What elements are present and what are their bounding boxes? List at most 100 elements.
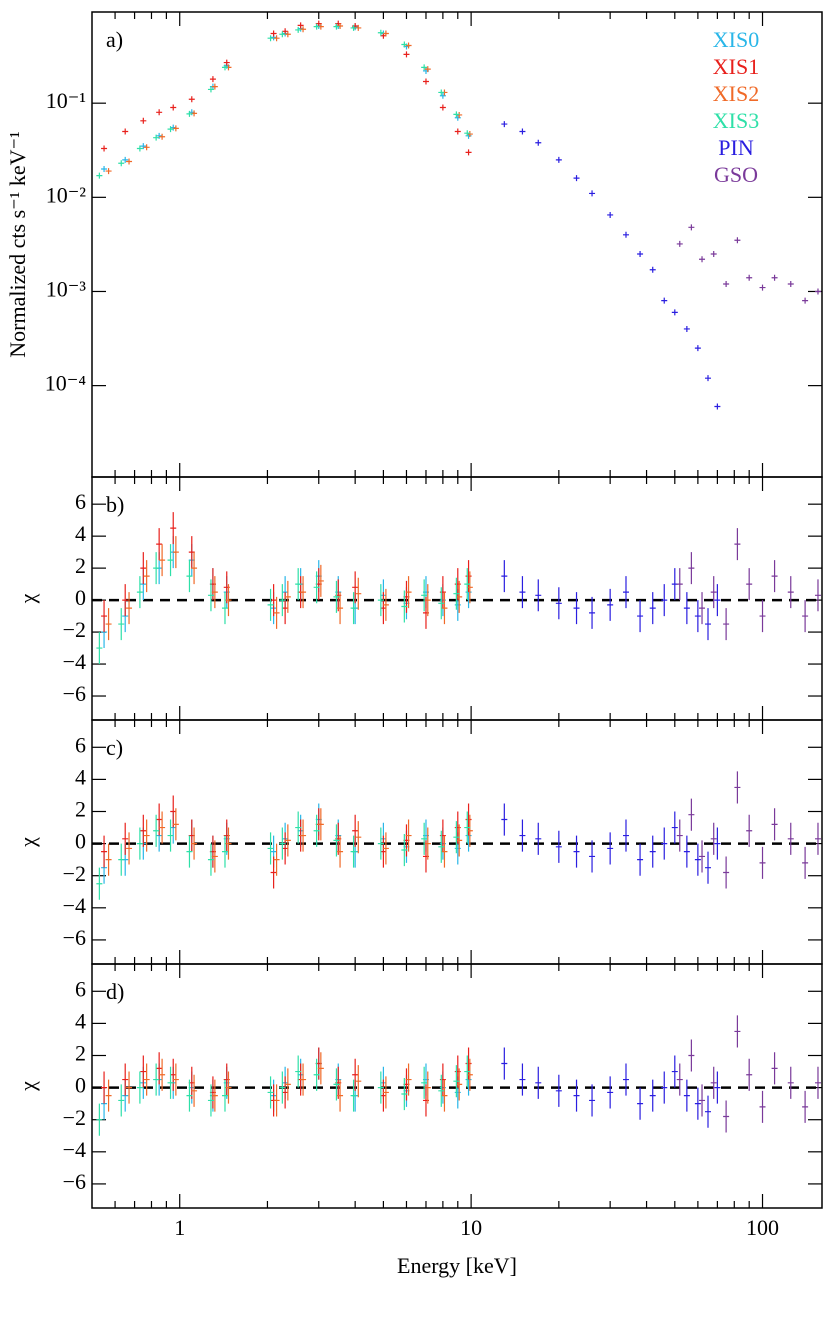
- residual-point: [382, 588, 389, 621]
- residual-point: [317, 808, 324, 841]
- data-point: [401, 41, 408, 48]
- data-point: [622, 231, 629, 238]
- residual-point: [771, 560, 778, 593]
- data-point: [683, 325, 690, 332]
- residual-point: [122, 584, 129, 617]
- residual-point: [787, 576, 794, 609]
- y-tick-label: −6: [63, 1169, 86, 1194]
- y-axis-label: χ: [15, 837, 40, 848]
- residual-point: [211, 840, 218, 873]
- residual-point: [279, 827, 286, 860]
- y-tick-label: 10⁻⁴: [45, 371, 87, 396]
- data-point: [101, 145, 108, 152]
- residual-point: [355, 821, 362, 854]
- residual-point: [649, 1079, 656, 1112]
- residual-point: [355, 1065, 362, 1098]
- y-tick-label: 2: [75, 553, 86, 578]
- residual-point: [519, 576, 526, 609]
- residual-point: [313, 571, 320, 604]
- residual-point: [676, 819, 683, 852]
- residual-point: [101, 835, 108, 868]
- residual-point: [170, 512, 177, 545]
- residual-point: [282, 1076, 289, 1109]
- panel-frame: [91, 963, 823, 1209]
- residual-point: [352, 814, 359, 847]
- residual-point: [438, 830, 445, 863]
- residual-point: [649, 835, 656, 868]
- y-tick-label: 6: [75, 489, 86, 514]
- data-point: [126, 158, 133, 165]
- data-point: [421, 64, 428, 71]
- residual-point: [589, 1084, 596, 1117]
- residual-point: [156, 1052, 163, 1085]
- residual-point: [661, 827, 668, 860]
- y-tick-label: −6: [63, 681, 86, 706]
- residual-point: [441, 592, 448, 625]
- residual-point: [352, 1058, 359, 1091]
- residual-point: [746, 568, 753, 601]
- data-point: [209, 76, 216, 83]
- data-point: [207, 86, 214, 93]
- data-point: [453, 111, 460, 118]
- residual-point: [122, 1063, 129, 1096]
- residual-point: [333, 824, 340, 857]
- data-point: [438, 89, 445, 96]
- residual-point: [270, 856, 277, 889]
- residual-point: [159, 811, 166, 844]
- residual-point: [153, 1063, 160, 1096]
- residual-point: [519, 1063, 526, 1096]
- panel-frame: [91, 719, 823, 965]
- residual-point: [170, 1058, 177, 1091]
- residual-point: [814, 579, 821, 612]
- data-point: [267, 35, 274, 42]
- residual-point: [676, 1063, 683, 1096]
- residual-point: [438, 1074, 445, 1107]
- residual-point: [105, 1079, 112, 1112]
- data-point: [221, 64, 228, 71]
- data-point: [297, 22, 304, 29]
- data-point: [649, 266, 656, 273]
- residual-point: [313, 1058, 320, 1091]
- data-point: [167, 126, 174, 133]
- data-point: [464, 130, 471, 137]
- data-point: [186, 110, 193, 117]
- residual-point: [555, 830, 562, 863]
- residual-point: [153, 814, 160, 847]
- residual-point: [814, 822, 821, 855]
- data-point: [699, 256, 706, 263]
- data-point: [802, 297, 809, 304]
- residual-point: [295, 811, 302, 844]
- data-point: [688, 224, 695, 231]
- residual-point: [710, 822, 717, 855]
- data-point: [136, 145, 143, 152]
- residual-point: [535, 1066, 542, 1099]
- residual-point: [337, 835, 344, 868]
- data-point: [300, 26, 307, 33]
- y-tick-label: 2: [75, 797, 86, 822]
- residual-point: [453, 577, 460, 610]
- residual-point: [284, 1068, 291, 1101]
- data-point: [223, 59, 230, 66]
- data-point: [295, 26, 302, 33]
- legend-entry: PIN: [718, 135, 754, 160]
- residual-point: [555, 1074, 562, 1107]
- residual-point: [438, 587, 445, 620]
- residual-point: [421, 1066, 428, 1099]
- residual-point: [96, 867, 103, 900]
- data-point: [573, 175, 580, 182]
- data-point: [454, 114, 461, 121]
- data-point: [661, 297, 668, 304]
- residual-point: [211, 576, 218, 609]
- residual-point: [683, 1079, 690, 1112]
- residual-point: [607, 588, 614, 621]
- data-point: [159, 133, 166, 140]
- residual-point: [186, 560, 193, 593]
- panel-label: a): [106, 27, 123, 52]
- data-point: [535, 139, 542, 146]
- residual-point: [694, 1087, 701, 1120]
- y-tick-label: 0: [75, 585, 86, 610]
- residual-point: [723, 608, 730, 641]
- data-point: [723, 281, 730, 288]
- residual-point: [688, 552, 695, 585]
- residual-point: [456, 824, 463, 857]
